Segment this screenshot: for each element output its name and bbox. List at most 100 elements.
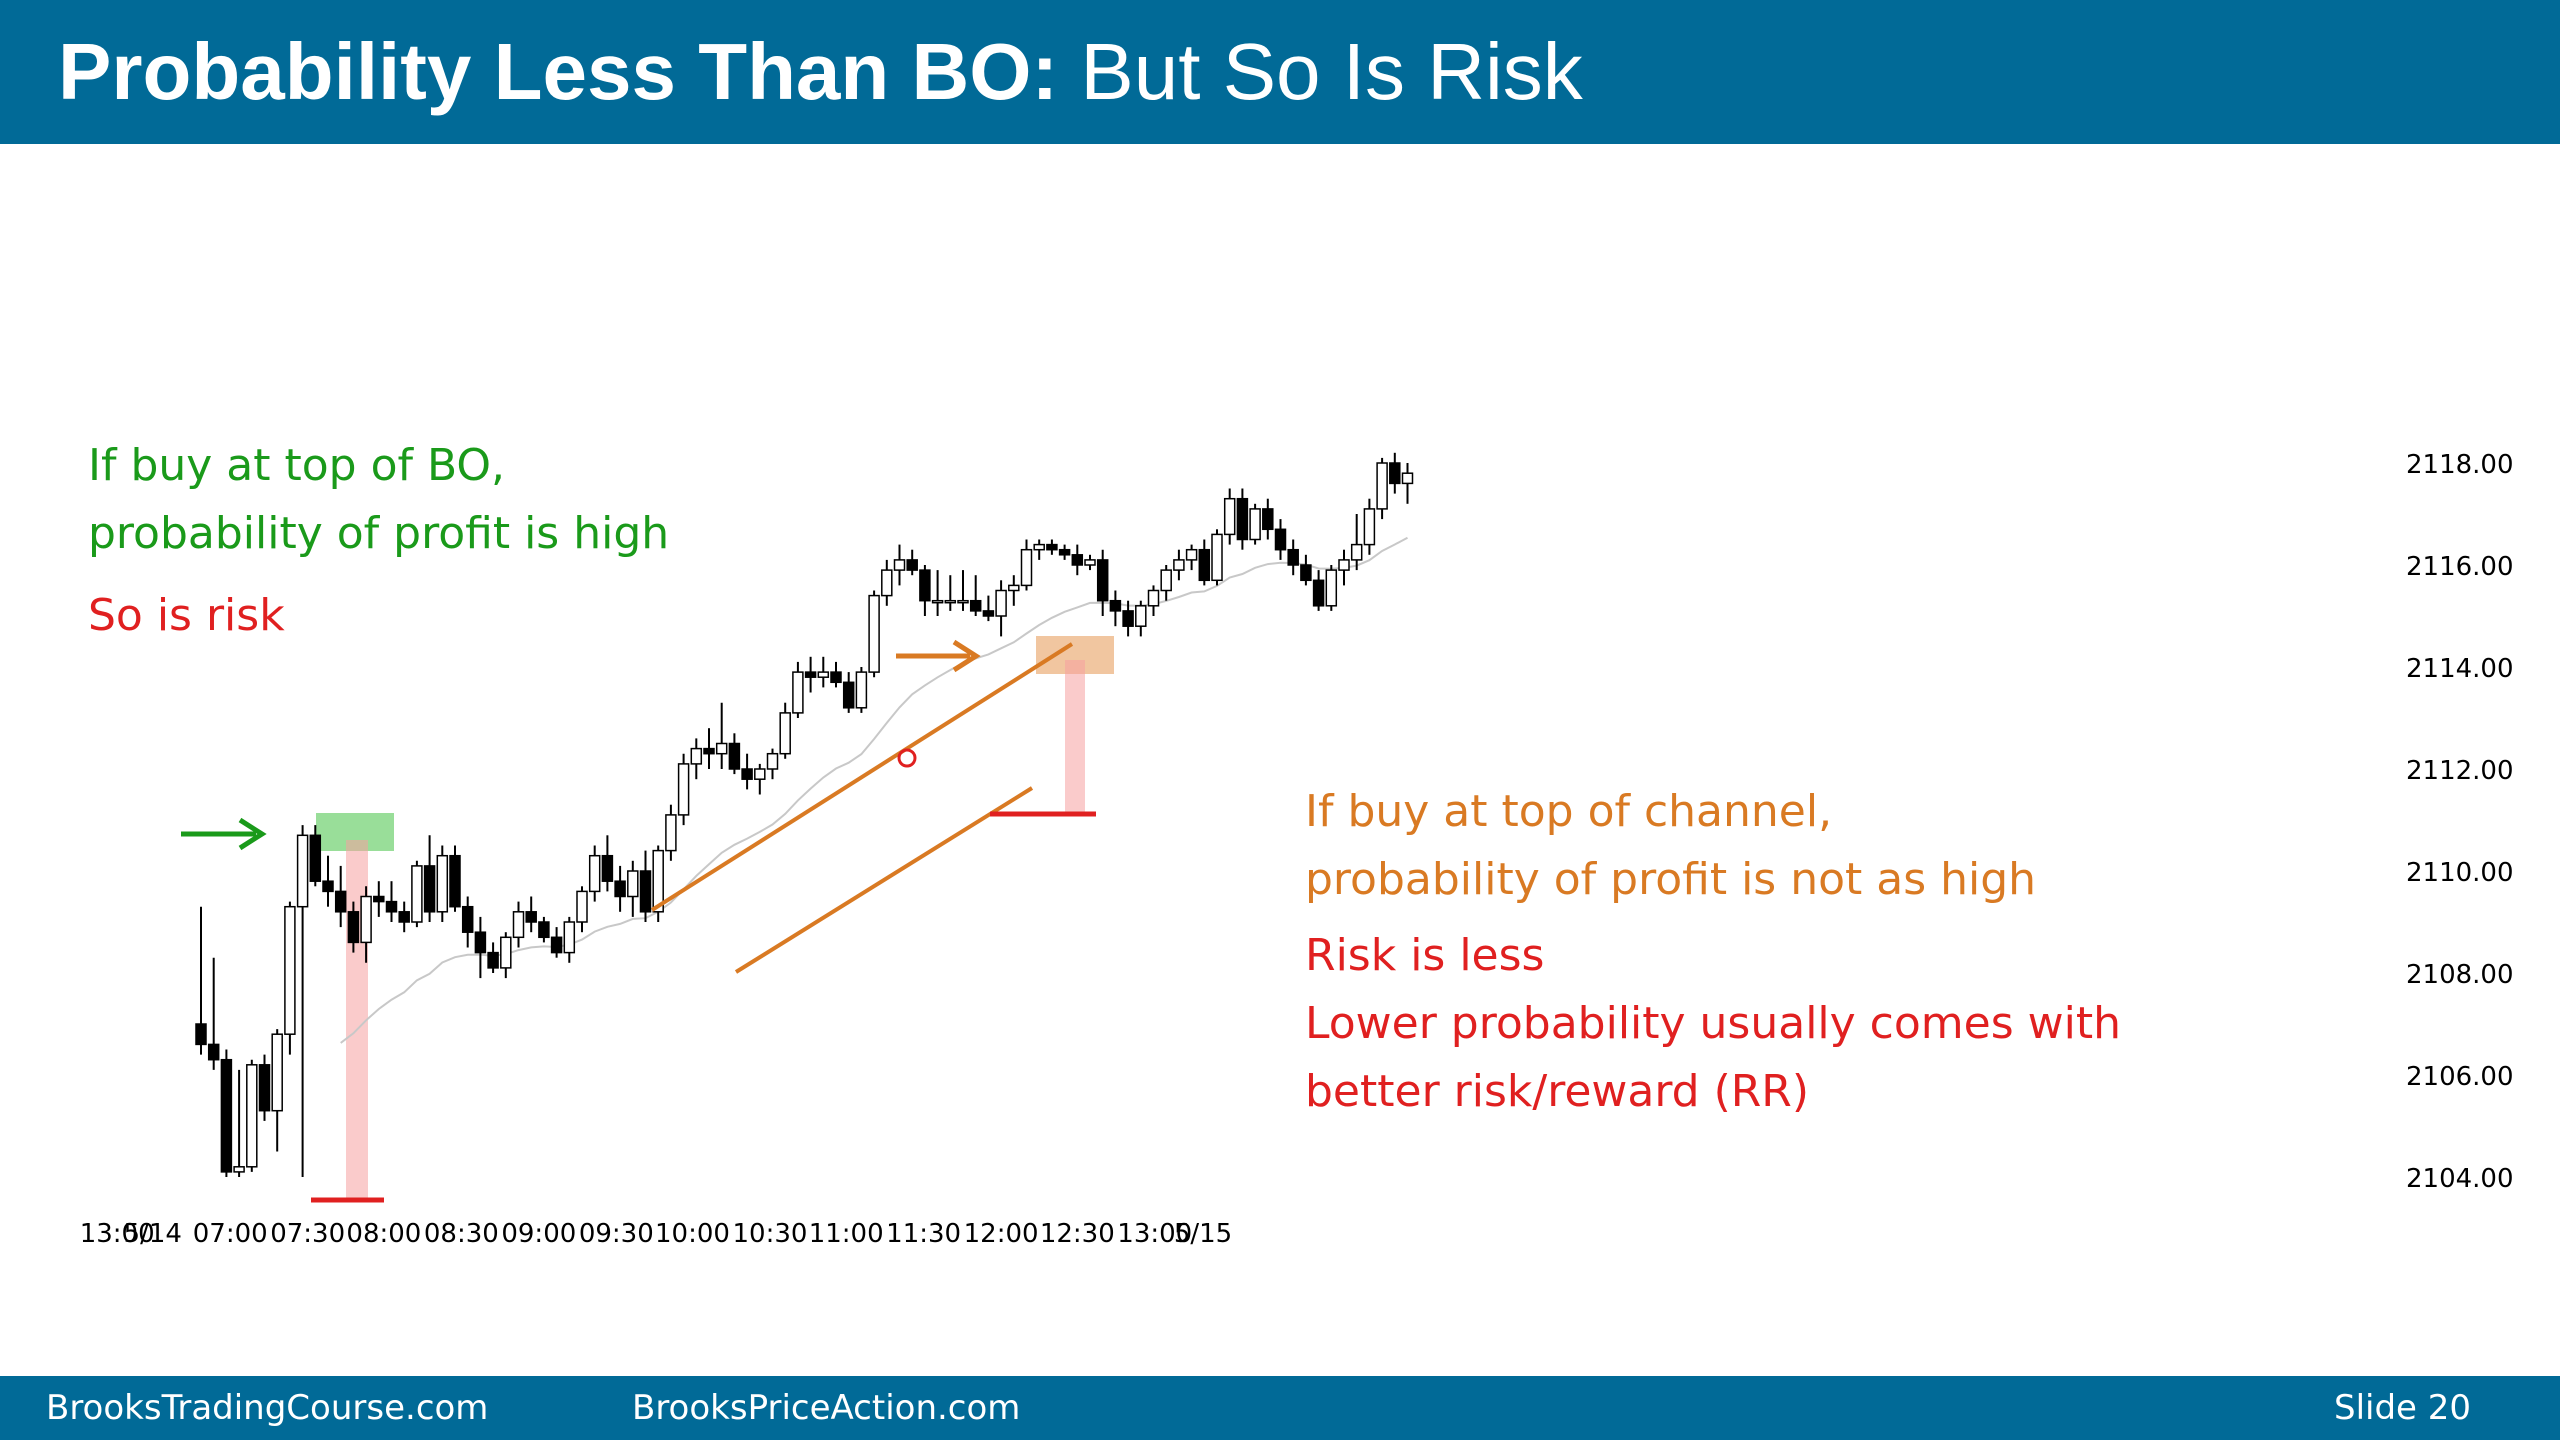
bear-candle-body — [1262, 508, 1274, 531]
bull-candle-body — [868, 594, 880, 673]
bull-candle-body — [881, 569, 893, 597]
bull-candle-body — [284, 905, 296, 1035]
bo-note-line2: probability of profit is high — [88, 508, 670, 559]
x-tick-label: 13:00 — [1117, 1219, 1192, 1249]
x-tick-label: 5/15 — [1174, 1219, 1232, 1249]
candle — [1122, 600, 1134, 637]
bear-candle-body — [309, 834, 322, 882]
bear-candle-body — [1287, 548, 1299, 566]
candle — [1071, 544, 1084, 576]
candle — [1350, 514, 1363, 571]
candle — [868, 590, 880, 678]
candle — [1046, 539, 1058, 555]
x-tick-label: 13:00 — [80, 1219, 155, 1249]
candle — [969, 575, 982, 616]
bear-candle-body — [334, 890, 347, 913]
bull-candle-body — [1173, 559, 1185, 571]
candle — [1312, 570, 1325, 611]
x-tick-label: 09:30 — [579, 1219, 654, 1249]
bear-candle-body — [1198, 548, 1211, 582]
bear-candle-body — [1236, 497, 1249, 541]
footer-site-link-2[interactable]: BrooksPriceAction.com — [632, 1388, 1021, 1428]
bear-candle-body — [919, 569, 931, 602]
candle — [246, 1059, 258, 1172]
bear-candle-body — [461, 905, 474, 933]
x-tick-label: 08:00 — [346, 1219, 421, 1249]
bull-candle-body — [360, 895, 372, 944]
title-bar — [0, 0, 2560, 144]
candle — [881, 559, 893, 606]
bear-candle-body — [538, 921, 550, 939]
channel-upper-line — [650, 642, 1074, 912]
y-tick-label: 2108.00 — [2406, 960, 2514, 990]
channel-risk-bar — [1065, 660, 1085, 814]
bull-candle-body — [1325, 569, 1338, 607]
bear-candle-body — [398, 911, 410, 923]
candle — [652, 845, 664, 922]
bear-candle-body — [487, 951, 499, 969]
bull-candle-body — [246, 1064, 258, 1168]
bull-candle-body — [627, 870, 639, 898]
price-chart: 2118.00 2116.00 2114.00 2112.00 2110.00 2108.… — [80, 450, 2514, 1249]
candle — [1008, 575, 1020, 606]
candle — [563, 916, 576, 963]
annotation-layer — [181, 639, 1096, 1203]
bull-candle-body — [411, 865, 423, 923]
bull-candle-body — [1338, 559, 1350, 571]
candle — [817, 656, 830, 688]
bear-candle-body — [1071, 554, 1084, 566]
candle — [627, 860, 639, 917]
candle — [1084, 554, 1096, 571]
footer-site-link[interactable]: BrooksTradingCourse.com — [46, 1388, 489, 1428]
bull-candle-body — [1376, 462, 1388, 510]
candle — [220, 1049, 233, 1177]
bull-candle-body — [779, 712, 791, 755]
candle — [804, 656, 817, 693]
bull-candle-body — [1249, 508, 1261, 541]
candles — [195, 452, 1414, 1177]
slide-title-rest: But So Is Risk — [1058, 27, 1583, 116]
bear-candle-body — [322, 880, 334, 893]
y-tick-label: 2116.00 — [2406, 552, 2514, 582]
bull-candle-body — [271, 1033, 283, 1112]
y-tick-label: 2114.00 — [2406, 654, 2514, 684]
candle — [576, 886, 588, 933]
bull-candle-body — [792, 671, 804, 714]
bull-candle-body — [1135, 605, 1147, 627]
candle — [601, 835, 614, 892]
y-tick-label: 2112.00 — [2406, 756, 2514, 786]
candle — [766, 748, 779, 780]
highlight-layer — [316, 636, 1114, 1200]
x-tick-label: 07:30 — [270, 1219, 345, 1249]
bear-candle-body — [601, 854, 614, 882]
candle — [1338, 549, 1350, 586]
candle — [1363, 498, 1376, 555]
x-tick-label: 10:30 — [732, 1219, 807, 1249]
x-tick-label: 09:00 — [501, 1219, 576, 1249]
candle — [779, 702, 791, 759]
candle — [919, 565, 931, 616]
candle — [1325, 565, 1338, 611]
bull-candle-body — [817, 671, 830, 678]
candle — [1198, 539, 1211, 586]
candle — [1389, 452, 1401, 494]
candle — [1300, 554, 1312, 586]
channel-risk-note: Risk is less — [1305, 930, 1545, 981]
candle — [995, 580, 1007, 637]
candle — [754, 763, 766, 795]
candle — [1287, 539, 1299, 576]
y-axis: 2118.00 2116.00 2114.00 2112.00 2110.00 2108.… — [2406, 450, 2514, 1194]
slide-title-bold: Probability Less Than BO: — [58, 27, 1059, 116]
candle — [1262, 498, 1274, 540]
bull-candle-body — [436, 854, 449, 913]
bear-candle-body — [804, 671, 817, 678]
channel-note-line1: If buy at top of channel, — [1305, 786, 1833, 837]
x-tick-label: 07:00 — [193, 1219, 268, 1249]
bull-candle-body — [995, 589, 1007, 617]
candle — [322, 855, 334, 907]
bull-candle-body — [677, 763, 690, 816]
candle — [1058, 544, 1071, 560]
channel-rr-note-line1: Lower probability usually comes with — [1305, 998, 2121, 1049]
candle — [1173, 549, 1185, 581]
candle — [487, 942, 499, 973]
